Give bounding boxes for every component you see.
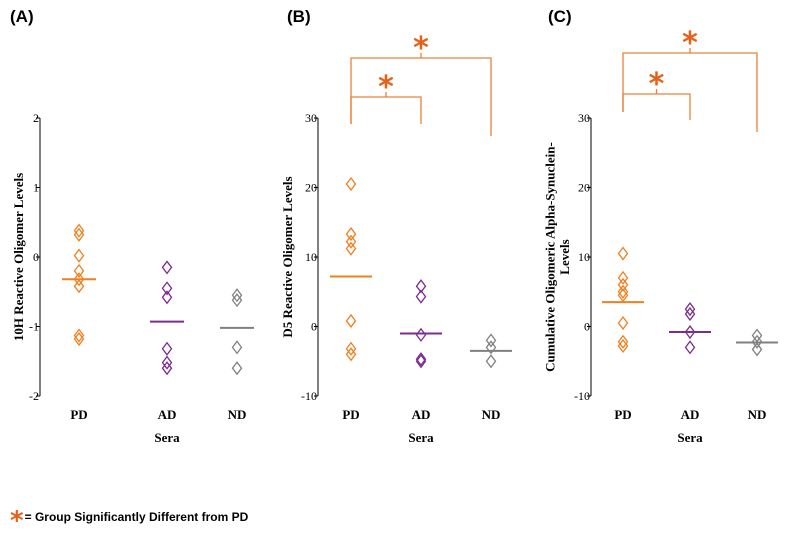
y-tick-label: 10	[578, 250, 590, 264]
y-axis-title: Cumulative Oligomeric Alpha-Synuclein-Le…	[543, 142, 572, 372]
chart-panel-3: (C) -10 0 10 20 30 Cumulative Oligomeric Alpha…	[543, 7, 778, 445]
data-point-pd	[345, 347, 357, 362]
data-point-ad	[415, 352, 427, 367]
data-point-pd	[617, 284, 629, 299]
y-axis-title-line: Cumulative Oligomeric Alpha-Synuclein-	[543, 142, 558, 372]
data-point-pd	[73, 279, 85, 294]
y-tick-label: 20	[578, 181, 590, 195]
data-point-ad	[415, 354, 427, 369]
data-point-pd	[73, 227, 85, 242]
data-point-pd	[617, 277, 629, 292]
y-tick-label: 30	[305, 111, 317, 125]
panel-label: (B)	[287, 7, 311, 26]
data-point-nd	[231, 361, 243, 376]
data-point-pd	[345, 226, 357, 242]
y-tick-label: -10	[574, 389, 590, 403]
data-point-pd	[73, 223, 85, 238]
data-point-pd	[345, 341, 357, 356]
chart-panel-2: (B) -10 0 10 20 30 D5 Reactive Oligomer Levels…	[280, 7, 512, 445]
x-axis-title: Sera	[677, 430, 703, 445]
x-category-label: AD	[681, 407, 700, 422]
data-point-nd	[231, 293, 243, 308]
data-point-ad	[161, 355, 173, 370]
data-point-pd	[345, 313, 357, 329]
data-point-nd	[231, 340, 243, 355]
x-category-label: PD	[342, 407, 359, 422]
data-point-nd	[751, 342, 763, 357]
panel-label: (A)	[10, 7, 34, 26]
x-category-label: PD	[614, 407, 631, 422]
data-point-ad	[415, 279, 427, 294]
y-tick-label: 1	[33, 181, 39, 195]
x-category-label: AD	[412, 407, 431, 422]
data-point-nd	[751, 334, 763, 349]
data-point-pd	[73, 248, 85, 263]
asterisk-icon: *	[10, 506, 24, 536]
data-point-ad	[684, 324, 696, 340]
y-tick-label: 0	[584, 320, 590, 334]
data-point-pd	[617, 315, 629, 331]
panel-label: (C)	[548, 7, 572, 26]
y-tick-label: 10	[305, 250, 317, 264]
data-point-pd	[617, 246, 629, 261]
y-tick-label: 20	[305, 181, 317, 195]
data-point-nd	[231, 288, 243, 303]
significance-star: *	[378, 70, 394, 105]
x-category-label: ND	[482, 407, 501, 422]
footnote-text: = Group Significantly Different from PD	[24, 510, 249, 524]
data-point-pd	[617, 270, 629, 285]
y-axis-title: 10H Reactive Oligomer Levels	[11, 173, 26, 341]
significance-footnote: * = Group Significantly Different from P…	[10, 506, 249, 534]
significance-star: *	[649, 67, 665, 102]
data-point-pd	[73, 331, 85, 347]
data-point-pd	[345, 176, 357, 192]
data-point-pd	[345, 241, 357, 256]
data-point-ad	[161, 341, 173, 356]
data-point-ad	[684, 306, 696, 322]
data-point-nd	[485, 340, 497, 355]
significance-star: *	[682, 26, 698, 61]
chart-panel-1: (A) -2 -1 0 1 2 10H Reactive Oligomer Levels PD…	[10, 7, 254, 445]
data-point-pd	[73, 328, 85, 343]
data-point-pd	[345, 234, 357, 249]
x-axis-title: Sera	[154, 430, 180, 445]
data-point-ad	[415, 327, 427, 342]
data-point-nd	[485, 354, 497, 369]
significance-star: *	[413, 31, 429, 66]
y-tick-label: -2	[29, 389, 39, 403]
data-point-ad	[161, 281, 173, 296]
significance-bracket	[622, 52, 758, 132]
x-category-label: ND	[748, 407, 767, 422]
data-point-ad	[684, 340, 696, 355]
data-point-ad	[161, 260, 173, 275]
data-point-nd	[485, 333, 497, 348]
data-point-pd	[73, 272, 85, 287]
data-point-ad	[684, 302, 696, 317]
data-point-ad	[161, 290, 173, 305]
data-point-pd	[617, 334, 629, 349]
data-point-ad	[161, 361, 173, 376]
y-tick-label: 0	[33, 250, 39, 264]
y-axis-title-line: Levels	[557, 239, 572, 274]
x-category-label: AD	[158, 407, 177, 422]
data-point-ad	[415, 289, 427, 304]
y-tick-label: -10	[301, 389, 317, 403]
y-tick-label: -1	[29, 320, 39, 334]
x-category-label: PD	[70, 407, 87, 422]
y-tick-label: 2	[33, 111, 39, 125]
y-tick-label: 0	[311, 320, 317, 334]
data-point-pd	[73, 263, 85, 278]
data-point-pd	[617, 338, 629, 354]
x-axis-title: Sera	[408, 430, 434, 445]
x-category-label: ND	[228, 407, 247, 422]
y-tick-label: 30	[578, 111, 590, 125]
y-axis-title: D5 Reactive Oligomer Levels	[280, 176, 295, 337]
